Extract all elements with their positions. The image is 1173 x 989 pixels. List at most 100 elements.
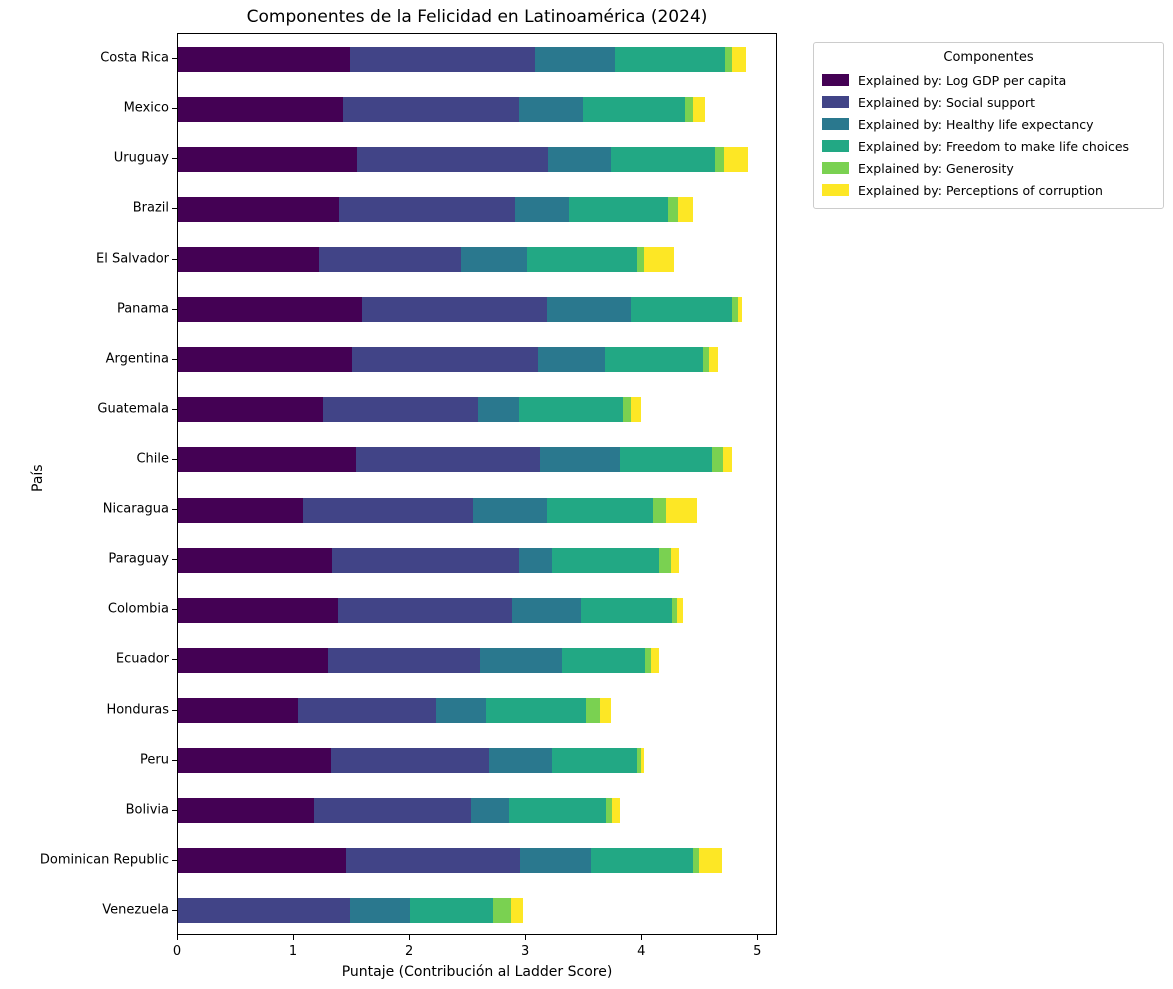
y-axis-title: País — [29, 464, 46, 492]
bar-row — [178, 246, 776, 273]
bar-segment — [527, 246, 638, 273]
bar-row — [178, 898, 776, 924]
bar-segment — [590, 848, 693, 874]
y-axis-tick-label: Colombia — [107, 601, 169, 617]
bar-segment — [666, 497, 698, 523]
bar-segment — [351, 347, 538, 373]
bar-segment — [178, 848, 346, 874]
bar-segment — [640, 748, 645, 774]
bar-segment — [435, 697, 486, 724]
bar-segment — [546, 497, 654, 523]
bar-segment — [600, 697, 611, 724]
y-axis-tick — [172, 208, 177, 210]
legend-swatch — [822, 118, 849, 130]
bar-segment — [623, 397, 632, 423]
bar-segment — [684, 96, 693, 122]
x-axis-tick — [177, 935, 178, 940]
y-axis-tick — [172, 458, 177, 460]
bar-segment — [698, 848, 722, 874]
bar-segment — [604, 347, 704, 373]
bar-segment — [551, 547, 660, 573]
bar-segment — [489, 748, 552, 774]
bar-row — [178, 798, 776, 824]
bar-segment — [477, 397, 520, 423]
y-axis-tick-label: Dominican Republic — [39, 852, 169, 868]
y-axis-tick-label: Venezuela — [102, 902, 169, 918]
bar-segment — [178, 397, 323, 423]
legend-label: Explained by: Freedom to make life choic… — [858, 138, 1130, 154]
y-axis-tick — [172, 58, 177, 60]
bar-row — [178, 347, 776, 373]
bar-segment — [328, 647, 480, 673]
bar-segment — [338, 196, 515, 222]
x-axis-tick-label: 0 — [172, 944, 182, 959]
bar-row — [178, 146, 776, 172]
y-axis-tick — [172, 759, 177, 761]
y-axis-tick — [172, 809, 177, 811]
bar-segment — [461, 246, 528, 273]
bar-segment — [637, 748, 641, 774]
y-axis-tick — [172, 509, 177, 511]
bar-segment — [485, 697, 587, 724]
bar-segment — [519, 547, 552, 573]
bar-segment — [350, 46, 536, 72]
bar-segment — [492, 898, 512, 924]
bar-segment — [178, 447, 357, 473]
y-axis-tick-label: Nicaragua — [102, 501, 169, 517]
bar-segment — [677, 196, 693, 222]
x-axis-title: Puntaje (Contribución al Ladder Score) — [341, 964, 613, 980]
y-axis-tick-label: Brazil — [132, 200, 169, 216]
x-axis-tick-label: 3 — [521, 944, 530, 959]
bar-segment — [708, 347, 719, 373]
x-axis-tick — [757, 935, 759, 940]
bar-segment — [343, 96, 520, 122]
legend-item: Explained by: Social support — [822, 91, 1155, 113]
bar-segment — [725, 46, 733, 72]
bar-segment — [714, 146, 724, 172]
bar-segment — [703, 347, 709, 373]
bar-row — [178, 46, 776, 72]
bar-segment — [178, 647, 329, 673]
bar-segment — [356, 447, 541, 473]
bar-segment — [537, 347, 605, 373]
chart-title: Componentes de la Felicidad en Latinoamé… — [246, 7, 708, 27]
bar-row — [178, 697, 776, 724]
y-axis-tick — [172, 108, 177, 110]
legend-swatch — [822, 74, 849, 86]
y-axis-tick-label: Guatemala — [97, 401, 169, 417]
bar-row — [178, 297, 776, 323]
bar-row — [178, 397, 776, 423]
bar-segment — [551, 748, 638, 774]
bar-segment — [645, 647, 652, 673]
legend-label: Explained by: Perceptions of corruption — [858, 182, 1103, 198]
bar-segment — [337, 597, 513, 623]
legend-swatch — [822, 162, 849, 174]
bar-row — [178, 497, 776, 523]
legend-swatch — [822, 140, 849, 152]
y-axis-tick-label: Ecuador — [115, 651, 169, 667]
bar-segment — [610, 146, 715, 172]
bar-segment — [514, 196, 569, 222]
y-axis-tick-label: Chile — [136, 451, 169, 467]
bar-segment — [470, 798, 509, 824]
bar-segment — [520, 848, 591, 874]
bar-segment — [659, 547, 671, 573]
bar-segment — [712, 447, 723, 473]
bar-segment — [737, 297, 743, 323]
y-axis-tick — [172, 859, 177, 861]
bar-segment — [692, 848, 699, 874]
y-axis-tick-label: Bolivia — [125, 802, 169, 818]
bar-segment — [631, 297, 733, 323]
bar-segment — [178, 96, 344, 122]
bar-row — [178, 647, 776, 673]
y-axis-tick-label: El Salvador — [96, 251, 169, 266]
y-axis-tick — [172, 559, 177, 561]
bar-segment — [519, 397, 624, 423]
bar-segment — [178, 748, 331, 774]
bar-segment — [732, 297, 738, 323]
y-axis-tick-label: Argentina — [105, 351, 169, 367]
bar-segment — [350, 898, 411, 924]
x-axis-tick-label: 4 — [637, 944, 646, 959]
bar-segment — [619, 447, 713, 473]
